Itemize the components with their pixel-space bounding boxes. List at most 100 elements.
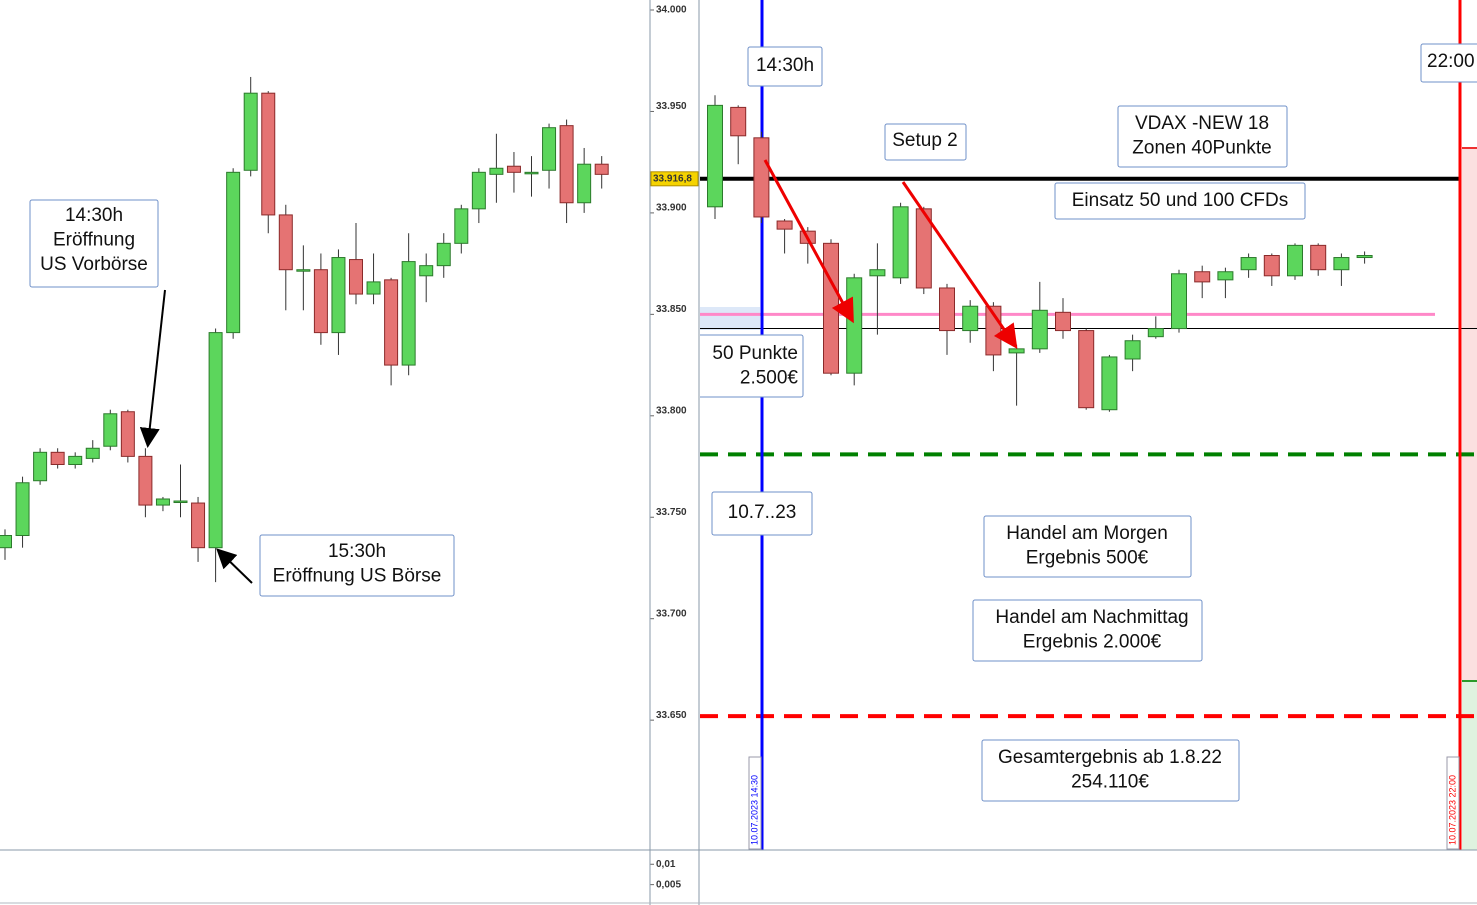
candle-body: [1124, 340, 1141, 360]
annotation-text: US Vorbörse: [40, 254, 148, 275]
candle-body: [208, 332, 223, 549]
annotation-box: [259, 534, 455, 597]
annotation-box: [972, 599, 1203, 662]
annotation-text: Gesamtergebnis ab 1.8.22: [998, 747, 1222, 768]
candle-body: [331, 257, 346, 334]
candle-body: [524, 171, 539, 175]
annotation-box: [1420, 43, 1477, 83]
candle-body: [68, 455, 83, 465]
candle-body: [1031, 309, 1048, 350]
candle-body: [1333, 257, 1350, 271]
annotation-box: [983, 515, 1192, 578]
annotation-text: 10.7..23: [728, 502, 797, 523]
candle-body: [1055, 311, 1071, 332]
annotation-box: [711, 491, 813, 536]
candle-body: [419, 265, 434, 277]
candle-body: [1008, 348, 1025, 354]
candle-body: [296, 269, 311, 272]
zone-shade: [1462, 148, 1477, 680]
candle-body: [577, 163, 592, 204]
annotation-box: [29, 199, 159, 288]
annotation: Gesamtergebnis ab 1.8.22 254.110€: [981, 739, 1240, 802]
arrow: [901, 181, 1018, 349]
candle-body: [1310, 244, 1327, 271]
annotation-text: 254.110€: [1071, 772, 1149, 793]
y-tick-label: 33.700: [656, 608, 687, 619]
price-tag-label: 33.916,8: [653, 173, 692, 184]
price-tag: [650, 171, 699, 187]
y-tick-label: 33.750: [656, 507, 687, 518]
candle-body: [489, 167, 504, 175]
annotation-box: [700, 334, 804, 398]
time-label: 10.07.2023 22:00: [1447, 775, 1457, 845]
annotations: 14:30h Eröffnung US Vorbörse 15:30h Eröffnun…: [29, 43, 1477, 802]
annotation-text: VDAX -NEW 18: [1135, 113, 1269, 134]
candle-body: [962, 305, 979, 332]
candle-body: [384, 279, 399, 366]
annotation-text: Einsatz 50 und 100 CFDs: [1072, 190, 1289, 211]
zone-shade: [700, 307, 760, 330]
annotation: 15:30h Eröffnung US Börse: [259, 534, 455, 597]
candle-body: [50, 451, 65, 465]
annotation-box: [747, 46, 823, 87]
candle-body: [939, 287, 955, 332]
annotation: 14:30h Eröffnung US Vorbörse: [29, 199, 159, 288]
candle-body: [0, 535, 12, 549]
annotation-text: Eröffnung: [53, 230, 135, 251]
candle-body: [454, 208, 469, 244]
annotation-text: Handel am Morgen: [1006, 523, 1168, 544]
annotation: Handel am Morgen Ergebnis 500€: [983, 515, 1192, 578]
candle-body: [915, 208, 932, 289]
candle-body: [1101, 356, 1118, 411]
time-label-box: [1446, 756, 1460, 850]
annotation: 10.7..23: [711, 491, 813, 536]
candle-body: [559, 125, 574, 204]
y-tick-label: 33.800: [656, 405, 687, 416]
price-axis: 34.000 33.950 33.900 33.850 33.800 33.750 33.7…: [650, 5, 699, 890]
annotation-text: Ergebnis 500€: [1026, 548, 1149, 569]
annotation: Setup 2: [884, 123, 967, 161]
annotation: 50 Punkte 2.500€: [700, 334, 804, 398]
candle-body: [138, 455, 153, 506]
candle-body: [191, 502, 206, 549]
candle-body: [1217, 271, 1234, 281]
candle-body: [1240, 257, 1257, 271]
candle-body: [173, 500, 188, 504]
candle-body: [823, 242, 839, 374]
candle-body: [243, 92, 258, 171]
y-tick-label: 33.900: [656, 203, 687, 214]
zone-shade: [1462, 680, 1477, 850]
time-label-box: [748, 756, 762, 850]
candle-body: [1147, 328, 1164, 338]
candle-body: [85, 447, 100, 459]
candle-body: [436, 242, 451, 267]
annotation-text: 14:30h: [756, 55, 814, 76]
annotation: 22:00: [1420, 43, 1477, 83]
annotation-text: Handel am Nachmittag: [995, 607, 1188, 628]
y-tick-label: 0,01: [656, 859, 676, 870]
annotation-box: [1117, 105, 1288, 168]
candle-body: [506, 165, 521, 173]
candle-body: [120, 411, 135, 457]
candle-body: [349, 259, 363, 295]
annotation-text: 14:30h: [65, 205, 123, 226]
candle-body: [1263, 255, 1280, 277]
candle-body: [846, 277, 863, 374]
candle-body: [401, 261, 416, 366]
candle-body: [33, 451, 48, 482]
candle-body: [869, 269, 886, 277]
candle-body: [892, 206, 909, 279]
annotation-box: [884, 123, 967, 161]
annotation-text: Zonen 40Punkte: [1132, 138, 1271, 159]
annotation-box: [1054, 182, 1306, 220]
candle-body: [707, 104, 723, 208]
arrow: [763, 159, 854, 324]
annotation-text: Setup 2: [892, 130, 958, 151]
candle-body: [542, 127, 557, 171]
annotation: 14:30h: [747, 46, 823, 87]
annotation-text: 50 Punkte: [712, 343, 798, 364]
candle-body: [730, 106, 747, 137]
y-tick-label: 34.000: [656, 5, 687, 16]
candle-body: [313, 269, 328, 334]
